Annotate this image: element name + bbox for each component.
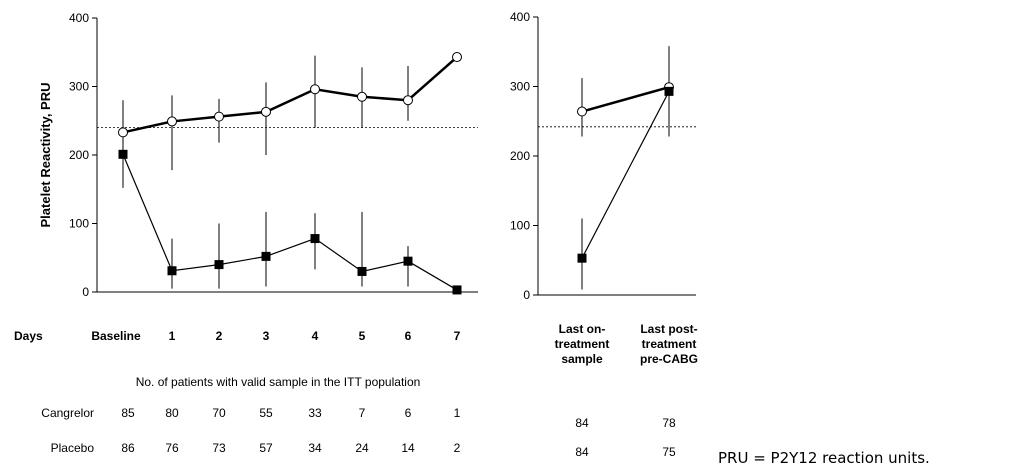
y-tick-label: 200 bbox=[510, 149, 530, 163]
table-cell: 75 bbox=[662, 445, 676, 459]
x-tick-label: sample bbox=[561, 352, 603, 366]
data-point-circle bbox=[452, 52, 462, 63]
series-line-circle bbox=[122, 56, 458, 134]
x-tick-label: 5 bbox=[359, 329, 366, 343]
x-tick-label: Last post- bbox=[640, 322, 697, 336]
days-row-label: Days bbox=[14, 329, 43, 343]
data-point-circle bbox=[357, 91, 367, 102]
series-line-circle bbox=[581, 85, 670, 113]
y-tick-label: 100 bbox=[510, 219, 530, 233]
table-cell: 24 bbox=[355, 441, 369, 455]
y-tick-label: 400 bbox=[510, 10, 530, 24]
data-point-circle bbox=[261, 106, 271, 117]
table-cell: 73 bbox=[212, 441, 226, 455]
data-point-circle bbox=[118, 127, 128, 138]
table-cell: 84 bbox=[575, 416, 589, 430]
y-tick-label: 0 bbox=[523, 288, 530, 302]
table-cell: 80 bbox=[165, 406, 179, 420]
x-tick-label: pre-CABG bbox=[640, 352, 698, 366]
table-cell: 1 bbox=[454, 406, 461, 420]
data-point-square bbox=[214, 260, 224, 270]
x-tick-label: 1 bbox=[169, 329, 176, 343]
table-cell: 85 bbox=[121, 406, 135, 420]
table-cell: 57 bbox=[259, 441, 273, 455]
table-row-label-cangrelor: Cangrelor bbox=[41, 406, 94, 420]
y-tick-label: 100 bbox=[69, 217, 89, 231]
x-tick-label: 2 bbox=[216, 329, 223, 343]
y-axis-label: Platelet Reactivity, PRU bbox=[38, 83, 53, 228]
data-point-circle bbox=[214, 111, 224, 122]
data-point-square bbox=[577, 253, 587, 263]
data-point-square bbox=[118, 149, 128, 159]
y-tick-label: 0 bbox=[82, 285, 89, 299]
x-tick-label: treatment bbox=[555, 337, 610, 351]
x-tick-label: 4 bbox=[312, 329, 319, 343]
table-row-label-placebo: Placebo bbox=[51, 441, 95, 455]
x-tick-label: Last on- bbox=[559, 322, 606, 336]
table-cell: 84 bbox=[575, 445, 589, 459]
table-cell: 70 bbox=[212, 406, 226, 420]
data-point-square bbox=[664, 86, 674, 96]
data-point-square bbox=[452, 285, 462, 295]
data-point-circle bbox=[310, 84, 320, 95]
table-cell: 76 bbox=[165, 441, 179, 455]
x-tick-label: 3 bbox=[263, 329, 270, 343]
table-cell: 7 bbox=[359, 406, 366, 420]
y-tick-label: 200 bbox=[69, 148, 89, 162]
x-tick-label: Baseline bbox=[91, 329, 141, 343]
data-point-circle bbox=[577, 106, 587, 117]
data-point-square bbox=[167, 266, 177, 276]
series-line-square bbox=[581, 91, 670, 259]
x-tick-label: 7 bbox=[454, 329, 461, 343]
data-point-square bbox=[310, 234, 320, 244]
table-cell: 6 bbox=[405, 406, 412, 420]
table-cell: 14 bbox=[401, 441, 415, 455]
data-point-square bbox=[357, 266, 367, 276]
x-tick-label: 6 bbox=[405, 329, 412, 343]
table-cell: 78 bbox=[662, 416, 676, 430]
table-title: No. of patients with valid sample in the… bbox=[136, 375, 421, 389]
y-tick-label: 400 bbox=[69, 11, 89, 25]
y-tick-label: 300 bbox=[510, 80, 530, 94]
left-chart: 0 100 200 300 400 Baseline 1 2 3 4 5 6 7 bbox=[69, 11, 478, 343]
table-cell: 33 bbox=[308, 406, 322, 420]
table-cell: 86 bbox=[121, 441, 135, 455]
table-cell: 2 bbox=[454, 441, 461, 455]
patients-table: No. of patients with valid sample in the… bbox=[41, 375, 676, 459]
x-tick-label: treatment bbox=[642, 337, 697, 351]
data-point-circle bbox=[403, 95, 413, 106]
data-point-square bbox=[261, 251, 271, 261]
data-point-square bbox=[403, 256, 413, 266]
footnote: PRU = P2Y12 reaction units. bbox=[718, 449, 930, 467]
table-cell: 55 bbox=[259, 406, 273, 420]
table-cell: 34 bbox=[308, 441, 322, 455]
data-point-circle bbox=[167, 116, 177, 127]
y-tick-label: 300 bbox=[69, 80, 89, 94]
series-line-square bbox=[122, 154, 458, 291]
